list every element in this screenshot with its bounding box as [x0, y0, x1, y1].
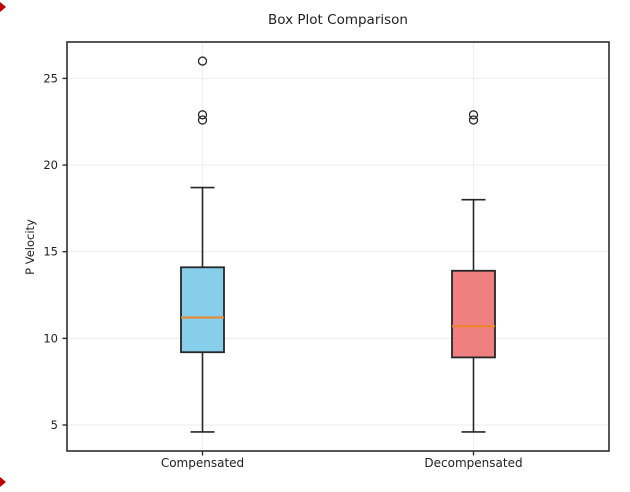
iqr-box [451, 269, 496, 359]
edge-marker-top-left [0, 2, 6, 12]
x-tick-label-compensated: Compensated [160, 456, 245, 470]
y-tick-label: 25 [43, 71, 58, 85]
outlier-point [468, 115, 479, 125]
outlier-point [197, 56, 208, 66]
y-axis-label: P Velocity [23, 219, 37, 275]
y-tick-label: 20 [43, 158, 58, 172]
y-tick-label: 15 [43, 245, 58, 259]
outlier-point [197, 110, 208, 120]
chart-title: Box Plot Comparison [268, 12, 408, 28]
y-tick-label: 10 [43, 331, 58, 345]
x-tick-label-decompensated: Decompensated [424, 456, 523, 470]
edge-marker-bottom-left [0, 477, 6, 487]
outlier-point [468, 110, 479, 120]
y-tick-label: 5 [51, 418, 58, 432]
plot-frame [66, 41, 610, 452]
iqr-box [180, 266, 225, 354]
outlier-point [197, 115, 208, 125]
